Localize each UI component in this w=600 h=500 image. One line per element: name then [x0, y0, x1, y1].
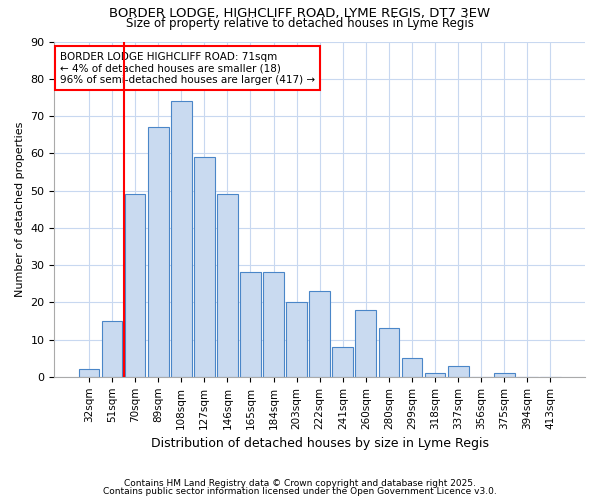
Bar — [194, 157, 215, 377]
Bar — [332, 347, 353, 377]
Bar — [263, 272, 284, 377]
Text: Contains HM Land Registry data © Crown copyright and database right 2025.: Contains HM Land Registry data © Crown c… — [124, 478, 476, 488]
Text: Contains public sector information licensed under the Open Government Licence v3: Contains public sector information licen… — [103, 487, 497, 496]
Bar — [310, 291, 330, 377]
Bar — [425, 373, 445, 377]
Bar — [148, 127, 169, 377]
Y-axis label: Number of detached properties: Number of detached properties — [15, 122, 25, 297]
Bar — [125, 194, 145, 377]
Bar — [286, 302, 307, 377]
Bar — [79, 370, 99, 377]
Bar — [101, 321, 122, 377]
Bar — [494, 373, 515, 377]
Bar — [217, 194, 238, 377]
Bar — [448, 366, 469, 377]
Text: Size of property relative to detached houses in Lyme Regis: Size of property relative to detached ho… — [126, 18, 474, 30]
Bar — [379, 328, 400, 377]
Bar — [355, 310, 376, 377]
Bar — [171, 101, 191, 377]
Bar — [401, 358, 422, 377]
Bar — [240, 272, 261, 377]
Text: BORDER LODGE, HIGHCLIFF ROAD, LYME REGIS, DT7 3EW: BORDER LODGE, HIGHCLIFF ROAD, LYME REGIS… — [109, 8, 491, 20]
X-axis label: Distribution of detached houses by size in Lyme Regis: Distribution of detached houses by size … — [151, 437, 489, 450]
Text: BORDER LODGE HIGHCLIFF ROAD: 71sqm
← 4% of detached houses are smaller (18)
96% : BORDER LODGE HIGHCLIFF ROAD: 71sqm ← 4% … — [60, 52, 315, 85]
